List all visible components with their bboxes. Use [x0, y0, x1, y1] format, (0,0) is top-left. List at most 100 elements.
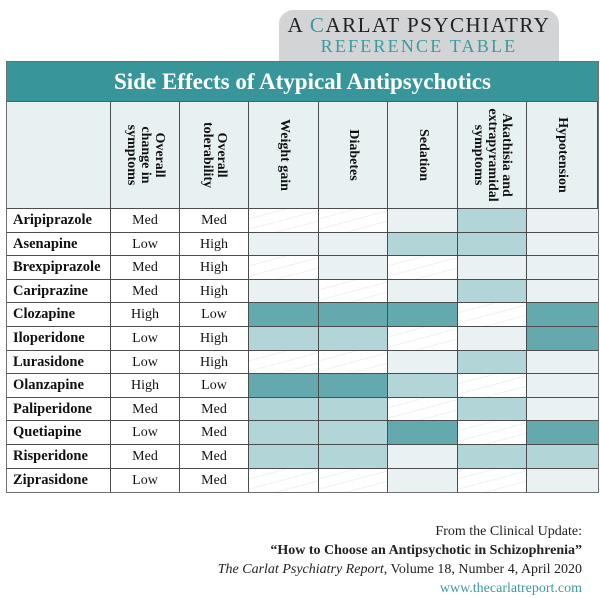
weight-gain-cell — [249, 326, 319, 351]
overall-change-value: Low — [111, 468, 180, 493]
column-header: Overall tolerability — [180, 102, 249, 209]
weight-gain-cell — [249, 303, 319, 327]
overall-change-value: Med — [111, 209, 180, 233]
weight-gain-cell — [249, 421, 319, 445]
akathisia-eps-cell — [458, 303, 527, 327]
drug-name: Lurasidone — [7, 350, 111, 375]
column-header-label: Diabetes — [346, 129, 361, 181]
diabetes-cell — [319, 397, 388, 422]
citation-details: , Volume 18, Number 4, April 2020 — [383, 562, 582, 577]
drug-name: Aripiprazole — [7, 209, 111, 233]
column-header: Overall change in symptoms — [111, 102, 180, 209]
brand-subtitle: REFERENCE TABLE — [320, 36, 518, 56]
sedation-cell — [388, 326, 458, 351]
column-header-line: change in — [138, 126, 153, 184]
tolerability-value: Med — [180, 468, 249, 493]
tolerability-value: High — [180, 232, 249, 257]
drug-name: Olanzapine — [7, 374, 111, 398]
tolerability-value: High — [180, 326, 249, 351]
tolerability-value: Med — [180, 397, 249, 422]
overall-change-value: Med — [111, 444, 180, 469]
website-link[interactable]: www.thecarlatreport.com — [439, 581, 582, 596]
column-header-label: Weight gain — [277, 119, 292, 191]
citation-headline: “How to Choose an Antipsychotic in Schiz… — [270, 543, 582, 558]
tolerability-value: High — [180, 279, 249, 304]
brand-title-c: C — [309, 13, 326, 37]
overall-change-value: Low — [111, 326, 180, 351]
akathisia-eps-cell — [458, 397, 527, 422]
hypotension-cell — [527, 326, 598, 351]
table-title: Side Effects of Atypical Antipsychotics — [7, 62, 598, 102]
drug-name: Paliperidone — [7, 397, 111, 422]
drug-name: Clozapine — [7, 303, 111, 327]
sedation-cell — [388, 256, 458, 280]
tolerability-value: High — [180, 256, 249, 280]
weight-gain-cell — [249, 350, 319, 375]
column-header: Sedation — [388, 102, 458, 209]
column-header: Diabetes — [319, 102, 388, 209]
weight-gain-cell — [249, 279, 319, 304]
overall-change-value: High — [111, 303, 180, 327]
sedation-cell — [388, 444, 458, 469]
weight-gain-cell — [249, 397, 319, 422]
brand-title-a: A — [287, 13, 310, 37]
hypotension-cell — [527, 374, 598, 398]
diabetes-cell — [319, 468, 388, 493]
column-header-label: Overall change in symptoms — [124, 125, 167, 186]
drug-name: Risperidone — [7, 444, 111, 469]
sedation-cell — [388, 421, 458, 445]
sedation-cell — [388, 303, 458, 327]
column-header-line: Sedation — [415, 128, 431, 182]
diabetes-cell — [319, 209, 388, 233]
column-header-line: Hypotension — [555, 117, 570, 193]
column-header-line: symptoms — [471, 124, 486, 186]
column-header: Weight gain — [249, 102, 319, 209]
akathisia-eps-cell — [458, 350, 527, 375]
akathisia-eps-cell — [458, 256, 527, 280]
overall-change-value: High — [111, 374, 180, 398]
sedation-cell — [388, 350, 458, 375]
weight-gain-cell — [249, 468, 319, 493]
table-grid: Overall change in symptoms Overall tolerabil… — [7, 102, 598, 493]
column-header-line: Akathisia and — [499, 113, 514, 197]
citation-intro: From the Clinical Update: — [435, 524, 582, 539]
overall-change-value: Low — [111, 421, 180, 445]
akathisia-eps-cell — [458, 421, 527, 445]
sedation-cell — [388, 397, 458, 422]
sedation-cell — [388, 232, 458, 257]
tolerability-value: Med — [180, 209, 249, 233]
hypotension-cell — [527, 279, 598, 304]
akathisia-eps-cell — [458, 279, 527, 304]
brand-header: A CARLAT PSYCHIATRY REFERENCE TABLE — [279, 10, 559, 66]
hypotension-cell — [527, 397, 598, 422]
column-header-label: Sedation — [415, 128, 431, 182]
diabetes-cell — [319, 421, 388, 445]
side-effects-table: Side Effects of Atypical Antipsychotics … — [6, 61, 599, 494]
akathisia-eps-cell — [458, 444, 527, 469]
drug-name: Cariprazine — [7, 279, 111, 304]
diabetes-cell — [319, 350, 388, 375]
header-corner — [7, 102, 111, 209]
column-header: Hypotension — [527, 102, 598, 209]
brand-title: A CARLAT PSYCHIATRY — [279, 14, 559, 36]
diabetes-cell — [319, 279, 388, 304]
weight-gain-cell — [249, 232, 319, 257]
diabetes-cell — [319, 232, 388, 257]
akathisia-eps-cell — [458, 468, 527, 493]
journal-name: The Carlat Psychiatry Report — [217, 562, 384, 577]
hypotension-cell — [527, 209, 598, 233]
akathisia-eps-cell — [458, 209, 527, 233]
diabetes-cell — [319, 444, 388, 469]
hypotension-cell — [527, 303, 598, 327]
overall-change-value: Med — [111, 279, 180, 304]
akathisia-eps-cell — [458, 374, 527, 398]
tolerability-value: Low — [180, 374, 249, 398]
drug-name: Quetiapine — [7, 421, 111, 445]
column-header-line: Overall — [214, 132, 229, 178]
akathisia-eps-cell — [458, 326, 527, 351]
column-header-line: Diabetes — [346, 129, 361, 181]
hypotension-cell — [527, 444, 598, 469]
tolerability-value: Med — [180, 444, 249, 469]
sedation-cell — [388, 279, 458, 304]
sedation-cell — [388, 374, 458, 398]
